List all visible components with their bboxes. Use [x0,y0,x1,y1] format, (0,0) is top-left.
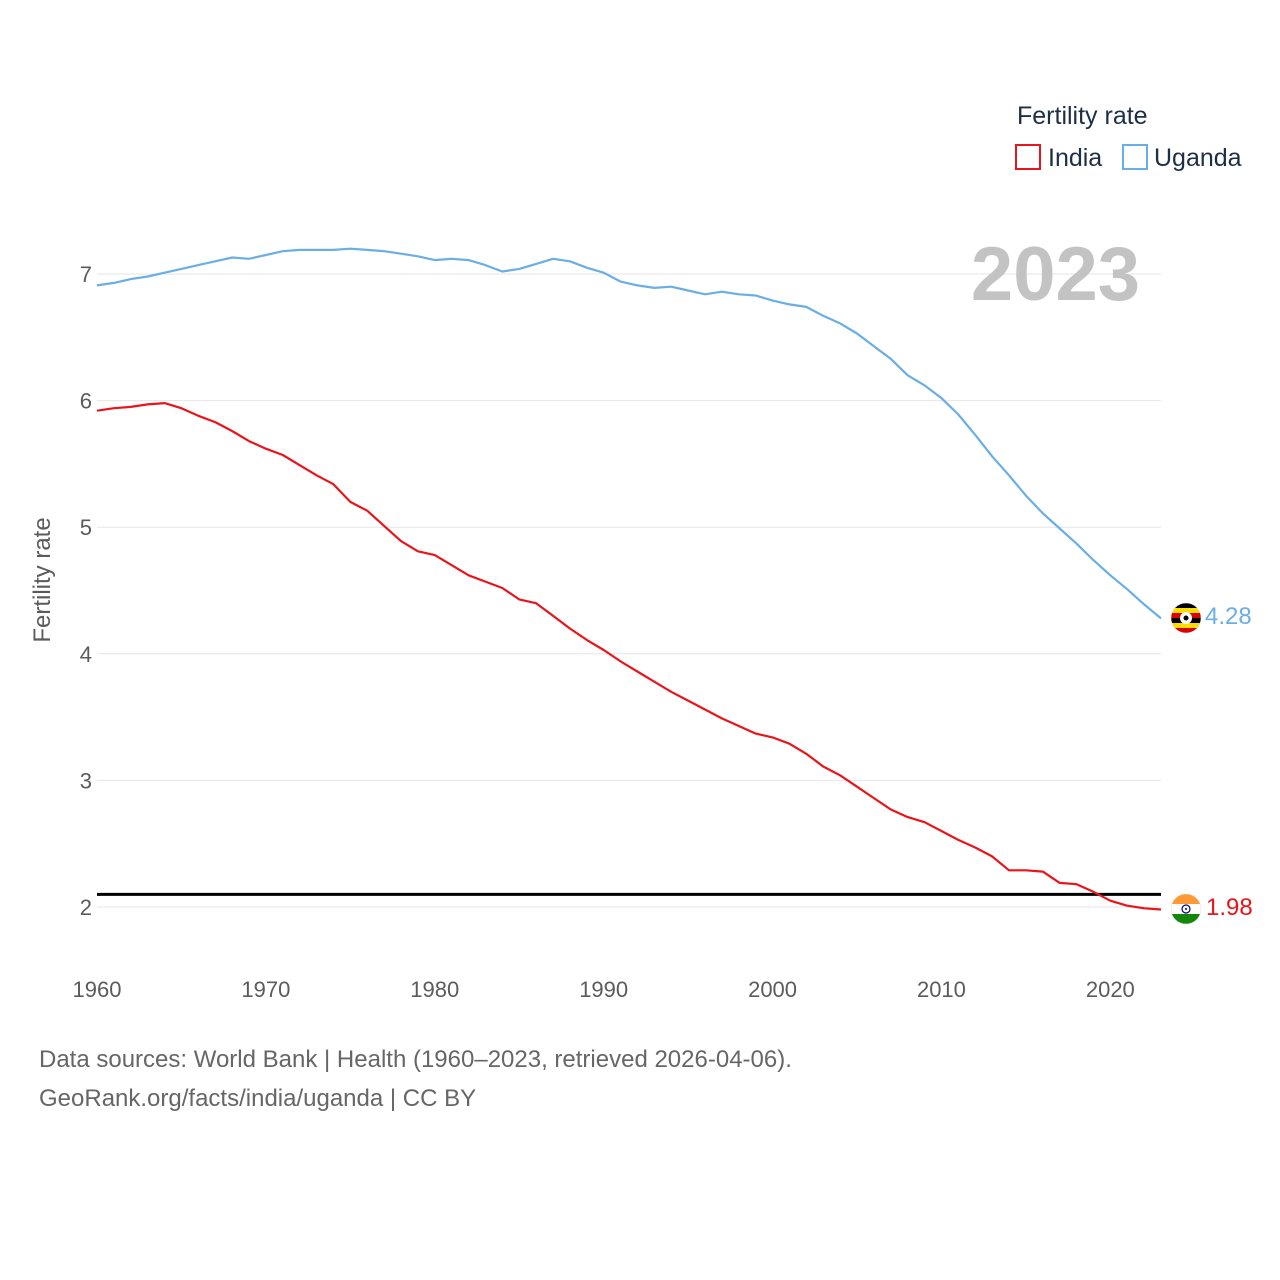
x-tick-label: 1990 [579,977,628,1002]
y-tick-label: 4 [80,642,92,667]
y-tick-label: 3 [80,768,92,793]
series-line-india[interactable] [96,402,1162,911]
uganda-end-label: 4.28 [1205,603,1252,630]
gridlines [97,273,1161,908]
legend-label-india[interactable]: India [1048,144,1102,172]
source-line-2[interactable]: GeoRank.org/facts/india/uganda | CC BY [39,1085,477,1112]
y-tick-label: 2 [80,895,92,920]
x-tick-label: 2020 [1086,977,1135,1002]
india-end-label: 1.98 [1206,894,1253,921]
x-tick-label: 1970 [241,977,290,1002]
y-tick-label: 5 [80,515,92,540]
india-flag-icon [1171,894,1201,924]
y-axis-title: Fertility rate [29,517,56,642]
series-lines [96,247,1162,911]
series-line-uganda[interactable] [96,247,1162,620]
year-label: 2023 [971,232,1140,317]
x-tick-label: 1960 [73,977,122,1002]
x-axis-ticks: 1960 1970 1980 1990 2000 2010 2020 [73,977,1135,1002]
legend: Fertility rate India Uganda [1015,102,1242,172]
y-tick-label: 7 [80,262,92,287]
legend-label-uganda[interactable]: Uganda [1154,144,1242,172]
legend-swatch-india[interactable] [1015,144,1041,170]
source-line-1: Data sources: World Bank | Health (1960–… [39,1046,792,1073]
x-tick-label: 2000 [748,977,797,1002]
y-axis-ticks: 2 3 4 5 6 7 [80,262,92,920]
uganda-flag-icon [1171,603,1201,633]
y-tick-label: 6 [80,389,92,414]
legend-swatch-uganda[interactable] [1122,144,1148,170]
legend-title: Fertility rate [1017,102,1148,130]
x-tick-label: 2010 [917,977,966,1002]
x-tick-label: 1980 [410,977,459,1002]
